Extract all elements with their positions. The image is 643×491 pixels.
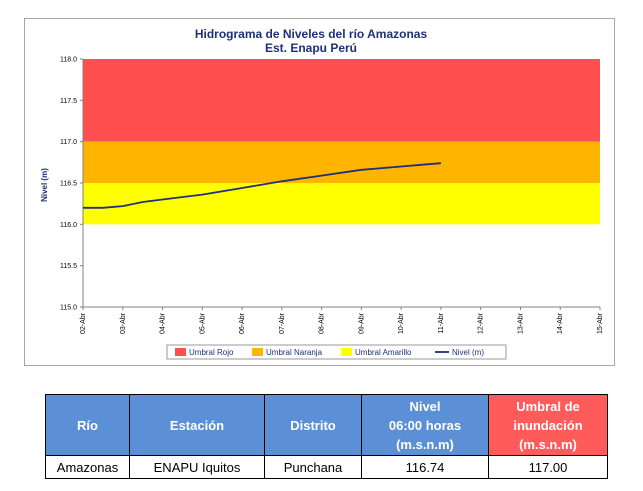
x-tick-label: 04-Abr — [160, 312, 167, 334]
legend-label: Umbral Rojo — [189, 348, 234, 357]
series-line-nivel — [83, 162, 441, 209]
x-tick-label: 06-Abr — [239, 312, 246, 334]
band-umbral-amarillo — [83, 183, 600, 225]
legend-label: Nivel (m) — [452, 348, 484, 357]
legend-swatch — [175, 348, 186, 356]
x-tick-label: 13-Abr — [517, 312, 524, 334]
y-tick-label: 116.5 — [60, 181, 77, 188]
band-umbral-naranja — [83, 141, 600, 183]
x-tick-label: 03-Abr — [120, 312, 127, 334]
y-tick-label: 116.0 — [60, 222, 77, 229]
legend-swatch — [252, 348, 263, 356]
header-nivel: Nivel 06:00 horas (m.s.n.m) — [361, 394, 489, 456]
x-tick-label: 02-Abr — [80, 312, 87, 334]
cell-estacion: ENAPU Iquitos — [129, 455, 265, 479]
x-tick-label: 09-Abr — [358, 312, 365, 334]
x-tick-label: 14-Abr — [557, 312, 564, 334]
legend-swatch — [341, 348, 352, 356]
x-tick-label: 15-Abr — [597, 312, 604, 334]
chart-axes: 115.0 115.5 116.0 116.5 117.0 117.5 118.0 02-Ab… — [60, 57, 604, 335]
header-rio: Río — [45, 394, 130, 456]
x-tick-label: 08-Abr — [319, 312, 326, 334]
y-tick-label: 117.5 — [60, 98, 77, 105]
chart-title: Hidrograma de Niveles del río Amazonas — [195, 27, 428, 41]
cell-rio: Amazonas — [45, 455, 130, 479]
cell-distrito: Punchana — [264, 455, 362, 479]
y-tick-label: 115.5 — [60, 263, 77, 270]
x-tick-label: 07-Abr — [279, 312, 286, 334]
threshold-bands — [83, 59, 600, 225]
legend-label: Umbral Naranja — [266, 348, 323, 357]
header-distrito: Distrito — [264, 394, 362, 456]
x-tick-label: 10-Abr — [398, 312, 405, 334]
y-tick-label: 117.0 — [60, 139, 77, 146]
x-tick-label: 11-Abr — [438, 312, 445, 333]
cell-nivel: 116.74 — [361, 455, 489, 479]
y-axis-label: Nivel (m) — [40, 168, 49, 202]
header-umbral-inundacion: Umbral de inundación (m.s.n.m) — [488, 394, 608, 456]
chart-frame: Hidrograma de Niveles del río Amazonas E… — [24, 18, 615, 366]
legend-box — [166, 344, 507, 360]
cell-umbral: 117.00 — [488, 455, 608, 479]
station-info-table: Río Estación Distrito Nivel 06:00 horas (m… — [45, 394, 608, 479]
y-tick-label: 118.0 — [60, 57, 77, 64]
hydrograph-chart: Hidrograma de Niveles del río Amazonas E… — [40, 27, 604, 360]
table-header-row: Río Estación Distrito Nivel 06:00 horas (m… — [45, 394, 608, 456]
header-estacion: Estación — [129, 394, 265, 456]
table-row: Amazonas ENAPU Iquitos Punchana 116.74 1… — [45, 455, 608, 479]
x-tick-label: 05-Abr — [199, 312, 206, 334]
y-tick-label: 115.0 — [60, 305, 77, 312]
chart-subtitle: Est. Enapu Perú — [265, 41, 357, 55]
chart-legend: Umbral Rojo Umbral Naranja Umbral Amarillo… — [166, 344, 507, 360]
legend-label: Umbral Amarillo — [355, 348, 412, 357]
series-layer — [83, 162, 441, 209]
x-tick-label: 12-Abr — [478, 312, 485, 334]
band-umbral-rojo — [83, 59, 600, 142]
